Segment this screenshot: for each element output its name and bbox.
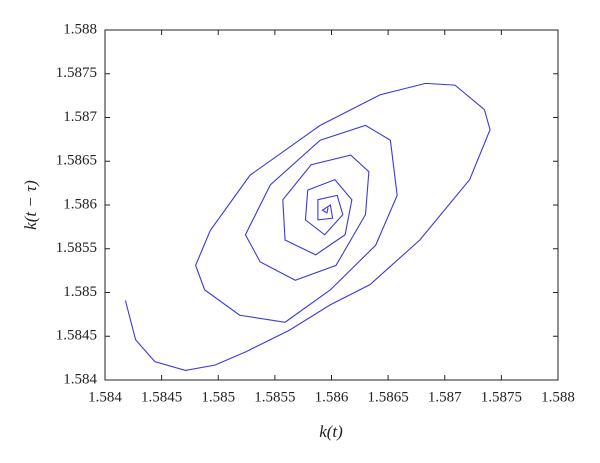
x-tick-label: 1.5855 — [254, 389, 295, 405]
y-tick-label: 1.584 — [63, 371, 97, 387]
y-tick-label: 1.5865 — [56, 153, 97, 169]
x-tick-label: 1.586 — [315, 389, 349, 405]
x-axis-label: k(t) — [319, 422, 343, 441]
x-tick-label: 1.588 — [541, 389, 575, 405]
plot-frame — [104, 29, 559, 381]
x-tick-label: 1.5865 — [368, 389, 409, 405]
y-tick-label: 1.5845 — [56, 328, 97, 344]
trajectory — [124, 82, 491, 371]
x-tick-label: 1.587 — [428, 389, 462, 405]
x-tick-label: 1.584 — [88, 389, 122, 405]
x-tick-label: 1.585 — [201, 389, 235, 405]
x-tick-label: 1.5845 — [141, 389, 182, 405]
y-tick-label: 1.585 — [63, 284, 97, 300]
y-tick-label: 1.586 — [63, 196, 97, 212]
y-tick-label: 1.5855 — [56, 240, 97, 256]
y-axis-label: k(t − τ) — [21, 180, 40, 230]
x-tick-label: 1.5875 — [481, 389, 522, 405]
y-tick-label: 1.588 — [63, 21, 97, 37]
y-tick-label: 1.5875 — [56, 65, 97, 81]
y-tick-label: 1.587 — [63, 109, 97, 125]
